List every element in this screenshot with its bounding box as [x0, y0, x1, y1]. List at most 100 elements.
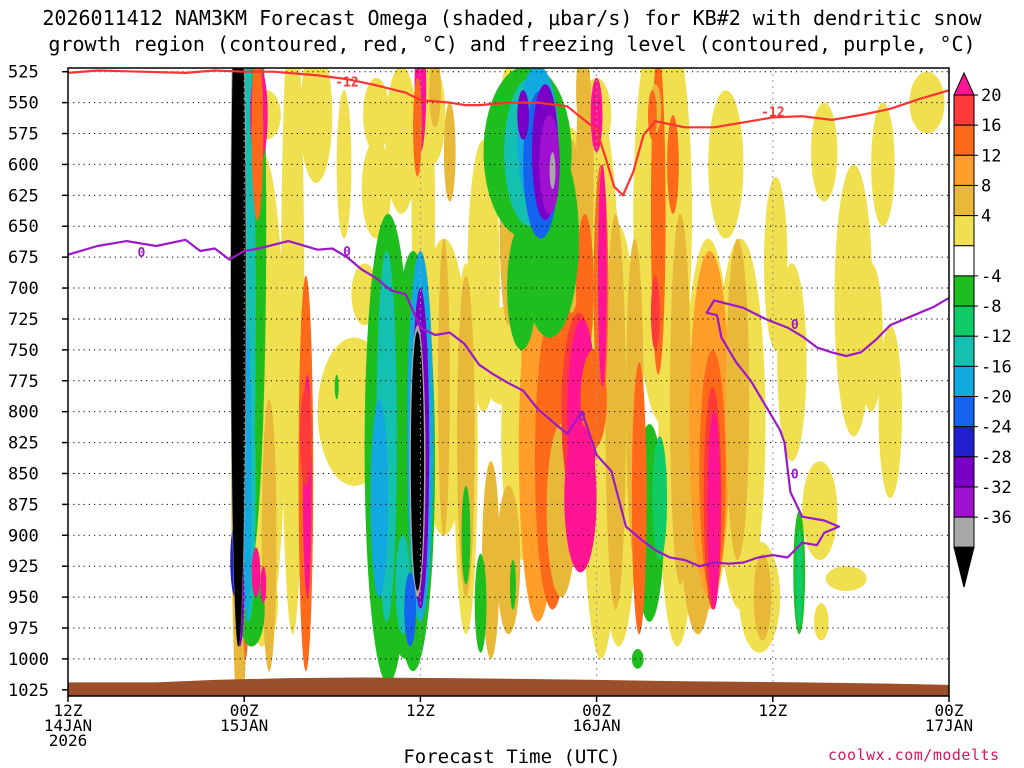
y-tick-label: 950 [8, 588, 39, 608]
omega-cell [457, 275, 475, 598]
omega-cell [647, 90, 657, 140]
x-tick-label: 00Z [935, 701, 964, 720]
y-tick-label: 1000 [8, 650, 49, 670]
omega-shading [230, 68, 945, 696]
omega-cell [410, 331, 425, 591]
omega-cell [631, 362, 647, 635]
omega-cell [509, 560, 516, 610]
colorbar-label: -16 [981, 357, 1012, 377]
y-tick-label: 650 [8, 217, 39, 237]
colorbar-swatch [953, 154, 975, 186]
omega-cell [370, 399, 389, 598]
contour-label: 0 [791, 467, 799, 482]
colorbar-label: -36 [981, 508, 1012, 528]
omega-cell [527, 244, 563, 307]
colorbar-label: -32 [981, 478, 1012, 498]
colorbar-label: -28 [981, 448, 1012, 468]
omega-cell [361, 139, 392, 239]
y-tick-label: 1025 [8, 681, 49, 701]
colorbar-label: -8 [981, 297, 1001, 317]
omega-cell [795, 529, 803, 629]
omega-cell [260, 566, 267, 604]
contour-label: -12 [335, 76, 358, 91]
x-tick-label: 17JAN [925, 716, 973, 735]
colorbar-swatch [953, 245, 975, 277]
x-tick-label: 16JAN [573, 716, 621, 735]
omega-cell [813, 603, 829, 641]
omega-cell [707, 411, 721, 610]
y-tick-label: 625 [8, 186, 39, 206]
terrain [68, 677, 949, 696]
contour-label: 0 [791, 318, 799, 333]
x-tick-label: 00Z [582, 701, 611, 720]
credit-link[interactable]: coolwx.com/modelts [828, 746, 1000, 764]
colorbar-swatch [953, 184, 975, 217]
colorbar-label: -12 [981, 327, 1012, 347]
y-tick-label: 725 [8, 310, 39, 330]
x-tick-label: 12Z [54, 701, 83, 720]
omega-cell [777, 263, 807, 462]
colorbar-swatch [953, 365, 975, 398]
omega-cell [300, 68, 333, 183]
omega-cell [650, 275, 660, 350]
y-tick-label: 825 [8, 434, 39, 454]
x-tick-label: 2026 [49, 731, 88, 750]
colorbar-swatch [953, 335, 975, 367]
omega-cell [605, 213, 626, 610]
y-tick-label: 800 [8, 403, 39, 423]
colorbar-top-arrow [953, 71, 975, 96]
y-tick-label: 600 [8, 155, 39, 175]
y-tick-label: 550 [8, 94, 39, 114]
omega-cell [598, 164, 607, 387]
colorbar-swatch [953, 456, 975, 488]
x-tick-label: 00Z [230, 701, 259, 720]
colorbar-label: 4 [981, 207, 991, 227]
omega-cell [549, 152, 556, 190]
colorbar-swatch [953, 215, 975, 247]
omega-cell [517, 90, 530, 140]
omega-cell [631, 649, 644, 669]
omega-cell [385, 68, 418, 214]
x-tick-label: 14JAN [44, 716, 92, 735]
colorbar-label: -20 [981, 388, 1012, 408]
contours: -12 -12 0 0 0 0 0 [68, 69, 949, 568]
omega-cell [802, 461, 838, 561]
y-tick-label: 750 [8, 341, 39, 361]
omega-cell [576, 68, 588, 128]
terrain-fill [68, 677, 949, 696]
omega-cell [507, 226, 537, 350]
colorbar-label: 20 [981, 86, 1001, 106]
omega-cell [251, 68, 264, 221]
y-tick-label: 875 [8, 495, 39, 515]
y-tick-label: 850 [8, 464, 39, 484]
omega-cell [859, 263, 883, 412]
omega-cell [404, 572, 416, 647]
omega-cell [413, 77, 422, 177]
y-axis: 525 550 575 600 625 650 675 700 725 750 775 800 825 8… [8, 63, 68, 701]
contour-label: -12 [761, 105, 784, 120]
y-tick-label: 675 [8, 248, 39, 268]
plot-frame [67, 67, 950, 697]
omega-cell [299, 386, 312, 486]
x-tick-label: 12Z [758, 701, 787, 720]
omega-cell [871, 102, 895, 227]
omega-cell [667, 114, 679, 214]
omega-cell [564, 424, 597, 573]
omega-cell [753, 553, 772, 641]
y-tick-label: 700 [8, 279, 39, 299]
colorbar-label: -24 [981, 418, 1012, 438]
omega-cell [725, 238, 750, 561]
contour-label: 0 [138, 246, 146, 261]
omega-cell [261, 399, 277, 672]
y-tick-label: 575 [8, 125, 39, 145]
colorbar-swatch [953, 94, 975, 126]
omega-cell [443, 102, 456, 202]
contour-label: 0 [578, 409, 586, 424]
y-tick-label: 900 [8, 526, 39, 546]
colorbar-swatch [953, 516, 975, 548]
omega-cell [334, 374, 339, 400]
omega-cell [280, 68, 305, 635]
y-tick-label: 925 [8, 557, 39, 577]
